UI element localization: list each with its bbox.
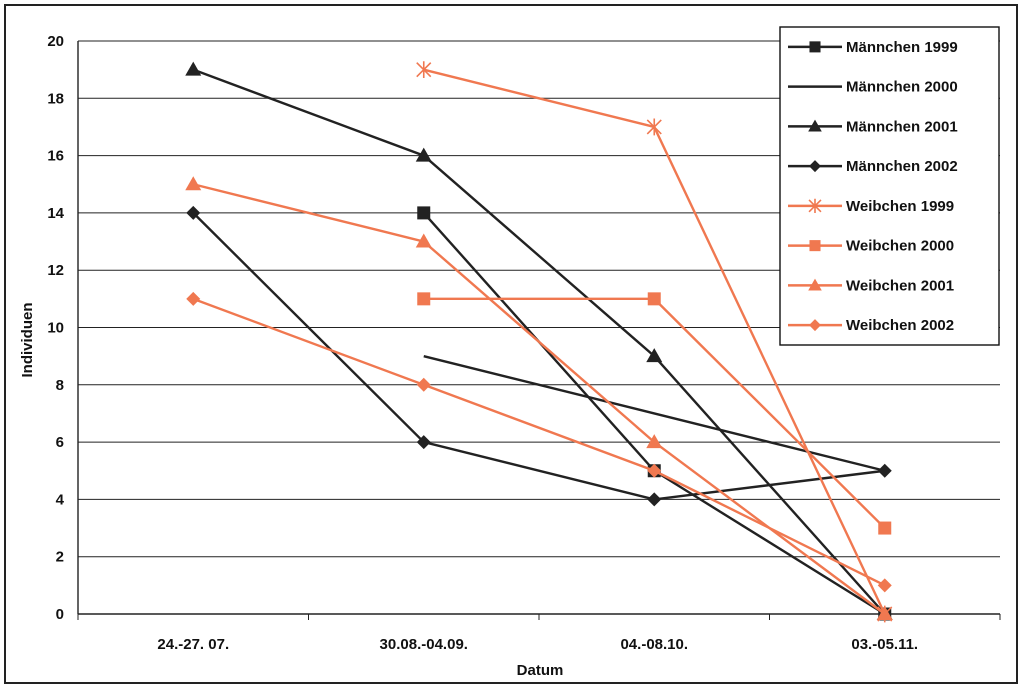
data-point-marker xyxy=(185,61,202,76)
y-tick-labels: 0 2 4 6 8 10 12 14 16 18 20 xyxy=(47,33,64,623)
y-tick-label: 20 xyxy=(47,33,64,50)
legend-label: Weibchen 1999 xyxy=(846,198,954,215)
data-point-marker xyxy=(647,463,662,478)
data-point-marker xyxy=(415,147,432,162)
x-tick-label: 04.-08.10. xyxy=(620,636,688,653)
data-point-marker xyxy=(808,278,822,291)
legend-box xyxy=(779,26,1000,346)
x-axis-title: Datum xyxy=(517,662,564,679)
series-7 xyxy=(186,291,892,593)
series-line xyxy=(192,212,885,501)
data-point-marker xyxy=(808,119,822,132)
y-tick-label: 18 xyxy=(47,90,64,107)
y-axis-title: Individuen xyxy=(19,303,36,378)
legend-item: Weibchen 1999 xyxy=(788,198,954,215)
data-point-marker xyxy=(416,61,432,79)
data-point-marker xyxy=(877,463,892,478)
series-line xyxy=(423,354,886,472)
series-5 xyxy=(417,292,892,535)
legend-label: Männchen 1999 xyxy=(846,39,958,56)
data-point-marker xyxy=(876,606,893,620)
data-point-marker xyxy=(186,205,201,220)
y-tick-label: 2 xyxy=(56,549,64,566)
data-point-marker xyxy=(808,198,822,214)
x-tick-label: 03.-05.11. xyxy=(851,636,918,653)
data-point-marker xyxy=(809,240,821,252)
series-1 xyxy=(423,354,886,472)
legend-item: Weibchen 2000 xyxy=(788,238,954,255)
y-tick-label: 6 xyxy=(56,434,64,451)
data-point-marker xyxy=(646,118,662,136)
y-tick-label: 14 xyxy=(47,205,64,222)
legend-item: Männchen 2000 xyxy=(788,79,958,96)
legend: Männchen 1999 Männchen 2000 Männchen 2001 M… xyxy=(779,26,1000,346)
y-tick-label: 10 xyxy=(47,320,64,337)
legend-label: Männchen 2001 xyxy=(846,118,958,135)
legend-item: Männchen 2001 xyxy=(788,118,958,135)
y-tick-label: 8 xyxy=(56,377,64,394)
data-point-marker xyxy=(809,160,821,173)
data-point-marker xyxy=(647,292,661,306)
series-line xyxy=(192,297,886,587)
legend-label: Weibchen 2001 xyxy=(846,277,954,294)
data-point-marker xyxy=(416,377,431,392)
legend-label: Männchen 2002 xyxy=(846,158,958,175)
x-tick-labels: 24.-27. 07. 30.08.-04.09. 04.-08.10. 03.-05… xyxy=(77,614,1001,653)
data-point-marker xyxy=(186,291,201,306)
data-point-marker xyxy=(877,578,892,593)
data-point-marker xyxy=(646,348,663,363)
data-point-marker xyxy=(809,319,821,332)
legend-item: Weibchen 2001 xyxy=(788,277,954,294)
data-point-marker xyxy=(185,176,202,191)
y-tick-label: 12 xyxy=(47,262,64,279)
y-tick-label: 16 xyxy=(47,148,64,165)
data-point-marker xyxy=(415,233,432,248)
data-point-marker xyxy=(417,206,431,220)
legend-item: Männchen 1999 xyxy=(788,39,958,56)
legend-item: Männchen 2002 xyxy=(788,158,958,175)
x-tick-label: 30.08.-04.09. xyxy=(380,636,468,653)
y-tick-label: 0 xyxy=(56,606,64,623)
legend-label: Weibchen 2000 xyxy=(846,238,954,255)
data-point-marker xyxy=(417,292,431,306)
x-tick-label: 24.-27. 07. xyxy=(157,636,229,653)
legend-label: Männchen 2000 xyxy=(846,79,958,96)
series-group xyxy=(185,61,893,623)
legend-label: Weibchen 2002 xyxy=(846,317,954,334)
data-point-marker xyxy=(878,521,892,535)
series-3 xyxy=(186,205,892,507)
legend-item: Weibchen 2002 xyxy=(788,317,954,334)
data-point-marker xyxy=(416,435,431,450)
data-point-marker xyxy=(809,41,821,53)
data-point-marker xyxy=(647,492,662,507)
y-tick-label: 4 xyxy=(56,491,65,508)
data-point-marker xyxy=(646,434,663,449)
